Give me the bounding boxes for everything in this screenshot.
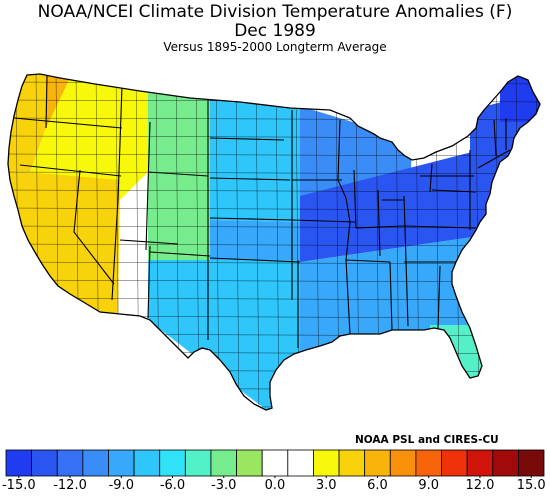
scale-tick-label: 12.0: [465, 478, 495, 493]
scale-swatch: [338, 449, 366, 477]
scale-swatch: [415, 449, 442, 477]
anomaly-region: [300, 150, 480, 262]
scale-tick-label: -3.0: [211, 478, 237, 493]
anomaly-region: [210, 220, 304, 262]
anomaly-region: [210, 98, 300, 222]
scale-tick-label: 9.0: [418, 478, 440, 493]
scale-swatch: [389, 449, 417, 477]
scale-swatch: [56, 449, 84, 477]
scale-swatch: [82, 449, 109, 477]
anomaly-region: [500, 74, 540, 122]
data-source-credit: NOAA PSL and CIRES-CU: [355, 434, 499, 446]
scale-swatch: [108, 449, 135, 477]
scale-swatch: [236, 449, 263, 477]
map-period: Dec 1989: [234, 21, 316, 41]
scale-tick-label: 3.0: [315, 478, 337, 493]
anomaly-region: [430, 325, 490, 390]
scale-swatch: [441, 449, 468, 477]
division-line: [8, 405, 540, 409]
anomaly-region: [148, 90, 210, 260]
scale-swatch: [133, 449, 161, 477]
scale-tick-label: -6.0: [159, 478, 186, 493]
scale-tick-label: 0.0: [264, 478, 286, 493]
division-line: [8, 243, 540, 247]
scale-tick-label: -9.0: [108, 478, 134, 493]
anomaly-region: [300, 236, 480, 350]
state-boundaries: [13, 75, 511, 348]
scale-swatch: [313, 449, 340, 477]
scale-swatch: [517, 449, 545, 477]
scale-swatch: [159, 449, 186, 477]
scale-swatch: [5, 449, 33, 477]
scale-swatch: [210, 449, 237, 477]
division-line: [8, 207, 540, 211]
scale-tick-label: 6.0: [367, 478, 388, 493]
scale-swatch: [261, 449, 289, 477]
scale-swatch: [287, 449, 314, 477]
scale-swatch: [364, 449, 391, 477]
division-line: [535, 74, 540, 410]
us-climate-division-map: [7, 73, 541, 411]
scale-swatch: [492, 449, 519, 477]
scale-swatch: [31, 449, 58, 477]
scale-tick-label: 15.0: [516, 478, 546, 493]
map-subtitle: Versus 1895-2000 Longterm Average: [163, 40, 387, 54]
scale-swatch: [466, 449, 494, 477]
map-title: NOAA/NCEI Climate Division Temperature A…: [37, 2, 513, 22]
scale-tick-label: -15.0: [1, 478, 36, 493]
anomaly-region: [8, 170, 120, 315]
scale-tick-label: -12.0: [53, 478, 87, 493]
color-scale-legend: [5, 449, 545, 478]
division-line: [8, 387, 540, 391]
scale-swatch: [184, 449, 212, 477]
division-line: [8, 153, 540, 157]
